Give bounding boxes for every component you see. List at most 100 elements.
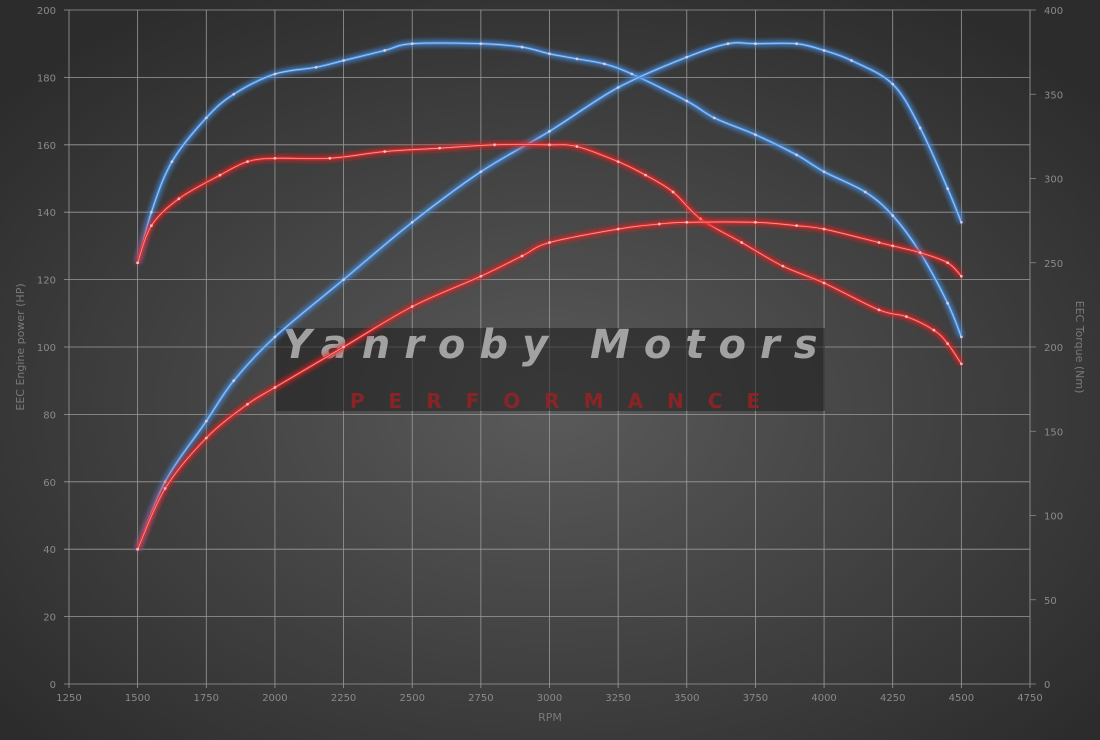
data-point [863,190,867,194]
data-point [644,173,647,177]
data-point [959,274,963,278]
data-point [520,45,524,49]
watermark: Yanroby Motors PERFORMANCE [276,322,825,413]
data-point [795,153,799,157]
data-point [946,261,950,265]
y-left-tick-label: 0 [50,680,56,691]
data-point [795,224,799,228]
watermark-tagline: PERFORMANCE [350,389,784,413]
data-point [603,62,606,66]
data-point [493,143,496,147]
data-point [822,170,826,174]
y-right-tick-label: 400 [1044,6,1063,17]
data-point [232,92,236,96]
y-right-tick-label: 0 [1044,680,1050,691]
x-tick-label: 1500 [125,693,150,704]
x-tick-label: 3250 [605,693,630,704]
data-point [685,220,689,224]
x-tick-label: 3750 [743,693,768,704]
data-point [410,220,414,224]
data-point [699,217,702,221]
data-point [273,335,277,339]
y-left-tick-label: 80 [43,410,56,421]
x-axis-label: RPM [538,711,562,724]
data-point [946,301,950,305]
data-point [891,244,895,248]
y-left-tick-label: 140 [37,208,56,219]
y-right-tick-label: 150 [1044,427,1063,438]
y-left-tick-label: 100 [37,343,56,354]
data-point [657,222,661,226]
data-point [232,379,236,383]
data-point [781,264,785,268]
y-right-tick-label: 250 [1044,259,1063,270]
data-point [932,328,936,332]
data-point [616,160,620,164]
y-left-tick-label: 180 [37,73,56,84]
data-point [548,143,551,147]
watermark-box [276,328,825,411]
data-point [548,129,551,133]
data-point [204,419,208,423]
data-point [246,402,249,406]
x-tick-label: 4500 [949,693,974,704]
tick-labels: 1250 1500 1750 2000 2250 2500 2750 3000 3250 3500… [37,6,1063,704]
x-tick-label: 2500 [399,693,424,704]
data-point [479,274,483,278]
red-torque-curve-core [137,144,962,365]
data-point [328,156,332,160]
data-point [959,220,963,224]
x-tick-label: 1750 [194,693,219,704]
data-point [918,126,922,130]
data-point [342,345,345,349]
y-left-tick-label: 120 [37,276,56,287]
data-point [685,55,689,59]
data-point [410,42,414,46]
data-point [548,52,551,56]
data-point [959,362,963,366]
data-point [575,145,579,148]
data-point [177,197,181,201]
data-point [204,436,208,440]
data-point [273,156,277,160]
data-point [946,342,950,346]
data-point [754,42,757,46]
data-point [136,547,140,551]
y-left-tick-label: 160 [37,141,56,152]
data-point [946,187,950,191]
x-tick-label: 4000 [811,693,836,704]
data-point [754,133,757,137]
data-point [822,227,826,231]
data-point [136,261,140,265]
data-point [712,116,716,120]
data-point [342,59,345,62]
x-tick-label: 3500 [674,693,699,704]
data-point [273,72,277,76]
data-point [918,251,922,255]
data-point [891,82,895,86]
data-point [163,480,167,484]
data-point [548,241,551,244]
y-axis-right-label: EEC Torque (Nm) [1073,301,1086,394]
x-tick-label: 3000 [537,693,562,704]
series-group [136,41,963,551]
data-point [726,42,730,46]
y-left-tick-label: 40 [43,545,56,556]
data-point [479,170,483,174]
data-point [822,49,826,52]
data-point [616,86,620,89]
data-point [149,210,153,214]
x-tick-label: 2000 [262,693,287,704]
data-point [959,335,963,339]
y-axis-left-label: EEC Engine power (HP) [14,283,27,410]
data-point [383,49,387,52]
data-point [163,487,167,490]
y-left-tick-label: 60 [43,478,56,489]
blue-torque-curve-core [137,42,962,338]
y-left-tick-label: 20 [43,613,56,624]
y-left-tick-label: 200 [37,6,56,17]
y-right-tick-label: 300 [1044,175,1063,186]
data-point [479,42,483,46]
data-point [342,278,345,281]
